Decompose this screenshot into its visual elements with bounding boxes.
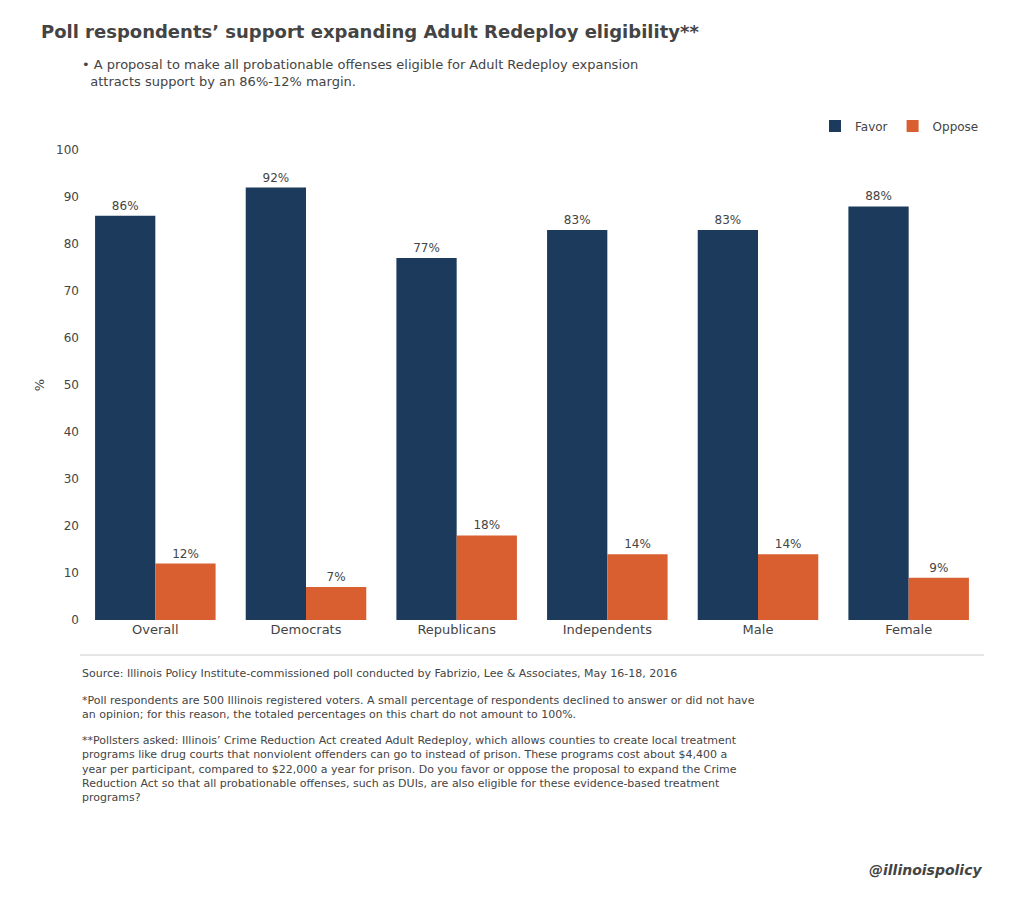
svg-text:14%: 14%	[624, 537, 651, 551]
svg-text:Male: Male	[743, 622, 774, 637]
svg-text:50: 50	[64, 378, 79, 392]
svg-text:9%: 9%	[929, 561, 948, 575]
svg-text:88%: 88%	[865, 189, 892, 203]
svg-text:80: 80	[64, 237, 79, 251]
svg-text:Favor: Favor	[855, 120, 888, 134]
svg-text:*Poll respondents are 500 Illi: *Poll respondents are 500 Illinois regis…	[82, 694, 755, 721]
svg-text:Source: Illinois Policy Instit: Source: Illinois Policy Institute-commis…	[82, 667, 677, 680]
svg-text:Independents: Independents	[563, 622, 652, 637]
svg-text:90: 90	[64, 190, 79, 204]
svg-text:Oppose: Oppose	[933, 120, 979, 134]
svg-text:Democrats: Democrats	[271, 622, 342, 637]
svg-text:86%: 86%	[112, 199, 139, 213]
svg-text:77%: 77%	[413, 241, 440, 255]
svg-text:83%: 83%	[715, 213, 742, 227]
svg-text:12%: 12%	[172, 547, 199, 561]
svg-text:0: 0	[71, 613, 79, 627]
svg-text:92%: 92%	[263, 171, 290, 185]
svg-text:14%: 14%	[775, 537, 802, 551]
svg-text:60: 60	[64, 331, 79, 345]
svg-text:100: 100	[56, 143, 79, 157]
svg-text:10: 10	[64, 566, 79, 580]
svg-text:Republicans: Republicans	[417, 622, 496, 637]
svg-text:40: 40	[64, 425, 79, 439]
svg-text:7%: 7%	[327, 570, 346, 584]
svg-text:70: 70	[64, 284, 79, 298]
svg-text:20: 20	[64, 519, 79, 533]
svg-text:30: 30	[64, 472, 79, 486]
svg-text:83%: 83%	[564, 213, 591, 227]
svg-text:Poll respondents’ support expa: Poll respondents’ support expanding Adul…	[41, 21, 699, 42]
svg-text:@illinoispolicy: @illinoispolicy	[869, 862, 982, 878]
svg-text:%: %	[32, 379, 47, 391]
svg-text:18%: 18%	[473, 518, 500, 532]
svg-text:• A proposal to make all proba: • A proposal to make all probationable o…	[82, 57, 638, 89]
svg-text:Female: Female	[885, 622, 932, 637]
svg-text:**Pollsters asked: Illinois’ C: **Pollsters asked: Illinois’ Crime Reduc…	[82, 734, 737, 804]
svg-text:Overall: Overall	[132, 622, 178, 637]
